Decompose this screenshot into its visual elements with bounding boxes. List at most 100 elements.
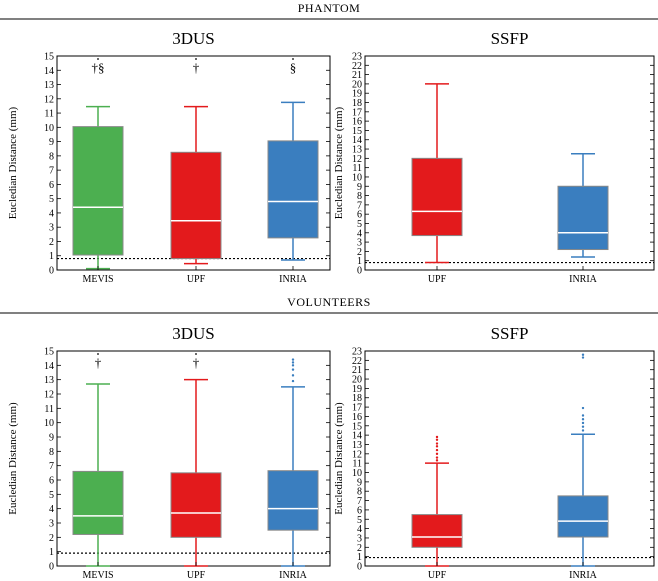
section-title-phantom: PHANTOM: [298, 1, 361, 15]
y-axis-label: Eucledian Distance (mm): [333, 106, 345, 219]
box-upf: †: [170, 353, 222, 567]
iqr-box: [72, 470, 124, 535]
marker-dot: [195, 353, 197, 355]
y-axis-label: Eucledian Distance (mm): [7, 106, 19, 219]
y-tick-label: 2: [49, 533, 54, 544]
x-tick-label: MEVIS: [82, 570, 113, 581]
chart-title: 3DUS: [172, 29, 215, 48]
y-tick-label: 1: [49, 251, 54, 262]
outlier-point: [435, 445, 439, 448]
outlier-point: [581, 414, 585, 417]
outlier-point: [581, 421, 585, 425]
marker-dot: [97, 58, 99, 60]
y-tick-label: 11: [352, 163, 362, 174]
y-tick-label: 6: [357, 505, 362, 516]
plot-frame: [364, 350, 655, 567]
significance-marker: †: [95, 355, 102, 370]
iqr-box: [267, 470, 319, 531]
x-tick-label: INRIA: [569, 570, 598, 581]
y-tick-label: 5: [49, 194, 54, 205]
y-tick-label: 7: [49, 166, 54, 177]
y-tick-label: 21: [352, 365, 362, 376]
y-tick-label: 10: [44, 123, 54, 134]
box-inria: [557, 152, 609, 258]
box-upf: [411, 83, 463, 264]
y-tick-label: 1: [49, 547, 54, 558]
iqr-box: [557, 495, 609, 538]
iqr-box: [411, 514, 463, 548]
chart-phantom-ssfp: SSFP012345678910111213141516171819202122…: [333, 29, 655, 285]
y-tick-label: 10: [352, 172, 362, 183]
y-tick-label: 15: [352, 421, 362, 432]
y-tick-label: 10: [44, 418, 54, 429]
y-tick-label: 11: [44, 109, 54, 120]
y-tick-label: 4: [357, 524, 362, 535]
iqr-box: [557, 185, 609, 251]
y-tick-label: 14: [352, 431, 362, 442]
box-mevis: †§: [72, 58, 124, 270]
outlier-point: [581, 418, 585, 421]
outlier-point: [291, 361, 295, 364]
iqr-box: [170, 151, 222, 260]
y-tick-label: 0: [49, 266, 54, 277]
outlier-point: [435, 448, 439, 452]
y-tick-label: 13: [44, 80, 54, 91]
y-tick-label: 23: [352, 52, 362, 63]
outlier-point: [581, 429, 585, 432]
y-tick-label: 11: [44, 404, 54, 415]
y-tick-label: 5: [357, 219, 362, 230]
y-tick-label: 0: [357, 266, 362, 277]
iqr-box: [267, 140, 319, 239]
chart-title: SSFP: [491, 29, 529, 48]
box-inria: [267, 358, 319, 567]
chart-title: 3DUS: [172, 324, 215, 343]
y-tick-label: 4: [49, 504, 54, 515]
chart-title: SSFP: [491, 324, 529, 343]
y-tick-label: 6: [357, 210, 362, 221]
outlier-point: [435, 438, 439, 442]
y-tick-label: 1: [357, 552, 362, 563]
outlier-point: [291, 364, 295, 367]
outlier-point: [435, 459, 439, 462]
y-tick-label: 2: [357, 247, 362, 258]
x-tick-label: MEVIS: [82, 274, 113, 285]
y-tick-label: 0: [357, 562, 362, 573]
outlier-point: [291, 374, 295, 377]
y-tick-label: 3: [49, 223, 54, 234]
y-tick-label: 16: [352, 412, 362, 423]
significance-marker: §: [290, 60, 297, 75]
outlier-point: [581, 353, 585, 356]
y-tick-label: 6: [49, 180, 54, 191]
y-tick-label: 5: [357, 515, 362, 526]
x-tick-label: UPF: [187, 274, 206, 285]
y-tick-label: 20: [352, 375, 362, 386]
y-tick-label: 12: [352, 154, 362, 165]
significance-marker: †: [193, 60, 200, 75]
y-tick-label: 20: [352, 79, 362, 90]
y-tick-label: 14: [44, 66, 54, 77]
y-tick-label: 1: [357, 256, 362, 267]
plot-frame: [364, 55, 655, 271]
x-tick-label: INRIA: [279, 570, 308, 581]
plot-frame: [56, 55, 331, 271]
y-tick-label: 13: [44, 375, 54, 386]
significance-marker: †: [193, 355, 200, 370]
y-tick-label: 15: [44, 52, 54, 63]
y-tick-label: 2: [49, 237, 54, 248]
box-mevis: †: [72, 353, 124, 567]
y-tick-label: 4: [49, 208, 54, 219]
y-tick-label: 7: [357, 200, 362, 211]
y-tick-label: 3: [357, 238, 362, 249]
chart-volunteers-ssfp: SSFP012345678910111213141516171819202122…: [333, 324, 655, 581]
y-tick-label: 6: [49, 476, 54, 487]
y-tick-label: 7: [49, 461, 54, 472]
y-tick-label: 0: [49, 562, 54, 573]
y-tick-label: 11: [352, 459, 362, 470]
outlier-point: [581, 356, 585, 359]
y-tick-label: 16: [352, 117, 362, 128]
box-inria: [557, 353, 609, 567]
x-tick-label: UPF: [428, 274, 447, 285]
